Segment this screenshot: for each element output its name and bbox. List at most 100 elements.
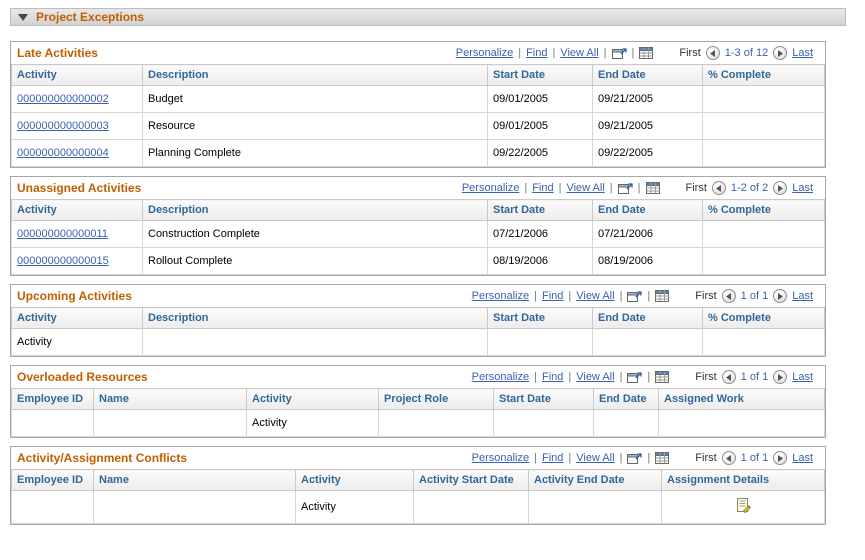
activity-start-date-cell — [413, 490, 529, 524]
activity-link[interactable]: 000000000000011 — [17, 228, 108, 240]
start-date-cell — [493, 409, 594, 437]
download-grid-icon[interactable] — [655, 452, 670, 464]
previous-rows-icon[interactable] — [721, 451, 736, 465]
download-grid-icon[interactable] — [645, 182, 660, 194]
previous-rows-icon[interactable] — [721, 370, 736, 384]
activity-link[interactable]: 000000000000004 — [17, 147, 109, 159]
employee-id-cell — [11, 490, 94, 524]
last-link[interactable]: Last — [792, 47, 813, 59]
row-range-label: 1 of 1 — [740, 452, 769, 464]
activity-link[interactable]: 000000000000003 — [17, 120, 109, 132]
table-row: 000000000000002 Budget 09/01/2005 09/21/… — [11, 85, 825, 113]
description-cell: Planning Complete — [142, 139, 488, 167]
last-link[interactable]: Last — [792, 452, 813, 464]
grid-pagination: First 1 of 1 Last — [695, 370, 813, 384]
separator: | — [534, 371, 537, 383]
separator: | — [609, 182, 613, 194]
download-grid-icon[interactable] — [655, 290, 670, 302]
zoom-grid-icon[interactable] — [617, 182, 633, 195]
start-date-cell — [487, 328, 593, 356]
previous-rows-icon[interactable] — [705, 46, 720, 60]
unassigned-activities-toolbar: Unassigned Activities Personalize | Find… — [11, 177, 825, 199]
header-row: Employee ID Name Activity Project Role S… — [11, 388, 825, 410]
start-date-cell: 09/22/2005 — [487, 139, 593, 167]
column-header-activity: Activity — [11, 307, 143, 329]
name-cell — [93, 490, 296, 524]
column-header-pct-complete: % Complete — [702, 64, 825, 86]
view-all-link[interactable]: View All — [576, 452, 615, 464]
activity-cell: 000000000000004 — [11, 139, 143, 167]
first-link[interactable]: First — [685, 182, 707, 194]
column-header-end-date: End Date — [592, 307, 703, 329]
column-header-activity: Activity — [295, 469, 414, 491]
row-range-label: 1 of 1 — [740, 290, 769, 302]
find-link[interactable]: Find — [541, 371, 564, 383]
personalize-link[interactable]: Personalize — [471, 452, 530, 464]
previous-rows-icon[interactable] — [711, 181, 726, 195]
zoom-grid-icon[interactable] — [627, 371, 643, 384]
first-link[interactable]: First — [695, 371, 717, 383]
section-title: Activity/Assignment Conflicts — [17, 451, 188, 465]
upcoming-activities-toolbar: Upcoming Activities Personalize | Find |… — [11, 285, 825, 307]
assignment-details-icon[interactable] — [736, 498, 751, 513]
zoom-grid-icon[interactable] — [627, 290, 643, 303]
view-all-link[interactable]: View All — [566, 182, 605, 194]
separator: | — [647, 290, 651, 302]
column-header-activity: Activity — [246, 388, 379, 410]
collapse-section-icon[interactable] — [18, 13, 28, 21]
activity-link[interactable]: 000000000000015 — [17, 255, 109, 267]
separator: | — [647, 371, 651, 383]
column-header-pct-complete: % Complete — [702, 199, 825, 221]
next-rows-icon[interactable] — [773, 289, 788, 303]
page-title: Project Exceptions — [36, 10, 145, 24]
view-all-link[interactable]: View All — [576, 371, 615, 383]
column-header-activity: Activity — [11, 64, 143, 86]
next-rows-icon[interactable] — [773, 451, 788, 465]
column-header-project-role: Project Role — [378, 388, 494, 410]
zoom-grid-icon[interactable] — [611, 47, 627, 60]
view-all-link[interactable]: View All — [576, 290, 615, 302]
first-link[interactable]: First — [679, 47, 701, 59]
activity-link[interactable]: 000000000000002 — [17, 93, 109, 105]
next-rows-icon[interactable] — [773, 370, 788, 384]
zoom-grid-icon[interactable] — [627, 452, 643, 465]
last-link[interactable]: Last — [792, 182, 813, 194]
table-row: Activity — [11, 409, 825, 437]
grid-action-bar: Personalize | Find | View All | | — [462, 182, 660, 195]
section-activity-assignment-conflicts: Activity/Assignment Conflicts Personaliz… — [10, 446, 826, 525]
separator: | — [534, 290, 537, 302]
column-header-activity-start-date: Activity Start Date — [413, 469, 529, 491]
previous-rows-icon[interactable] — [721, 289, 736, 303]
download-grid-icon[interactable] — [655, 371, 670, 383]
column-header-name: Name — [93, 388, 247, 410]
grid-action-bar: Personalize | Find | View All | | — [456, 47, 654, 60]
personalize-link[interactable]: Personalize — [455, 47, 514, 59]
find-link[interactable]: Find — [526, 47, 548, 59]
column-header-assigned-work: Assigned Work — [658, 388, 825, 410]
header-row: Employee ID Name Activity Activity Start… — [11, 469, 825, 491]
find-link[interactable]: Find — [532, 182, 554, 194]
grid-pagination: First 1 of 1 Last — [695, 451, 813, 465]
personalize-link[interactable]: Personalize — [471, 371, 530, 383]
activity-cell: 000000000000003 — [11, 112, 143, 140]
last-link[interactable]: Last — [792, 290, 813, 302]
personalize-link[interactable]: Personalize — [471, 290, 530, 302]
find-link[interactable]: Find — [541, 452, 564, 464]
first-link[interactable]: First — [695, 452, 717, 464]
column-header-description: Description — [142, 307, 488, 329]
last-link[interactable]: Last — [792, 371, 813, 383]
next-rows-icon[interactable] — [773, 46, 788, 60]
find-link[interactable]: Find — [541, 290, 564, 302]
download-grid-icon[interactable] — [639, 47, 654, 59]
personalize-link[interactable]: Personalize — [461, 182, 520, 194]
separator: | — [619, 290, 623, 302]
column-header-description: Description — [142, 64, 488, 86]
view-all-link[interactable]: View All — [560, 47, 599, 59]
assignment-details-cell — [661, 490, 825, 524]
activity-cell: Activity — [295, 490, 414, 524]
first-link[interactable]: First — [695, 290, 717, 302]
pct-complete-cell — [702, 85, 825, 113]
separator: | — [568, 371, 572, 383]
next-rows-icon[interactable] — [773, 181, 788, 195]
section-upcoming-activities: Upcoming Activities Personalize | Find |… — [10, 284, 826, 357]
